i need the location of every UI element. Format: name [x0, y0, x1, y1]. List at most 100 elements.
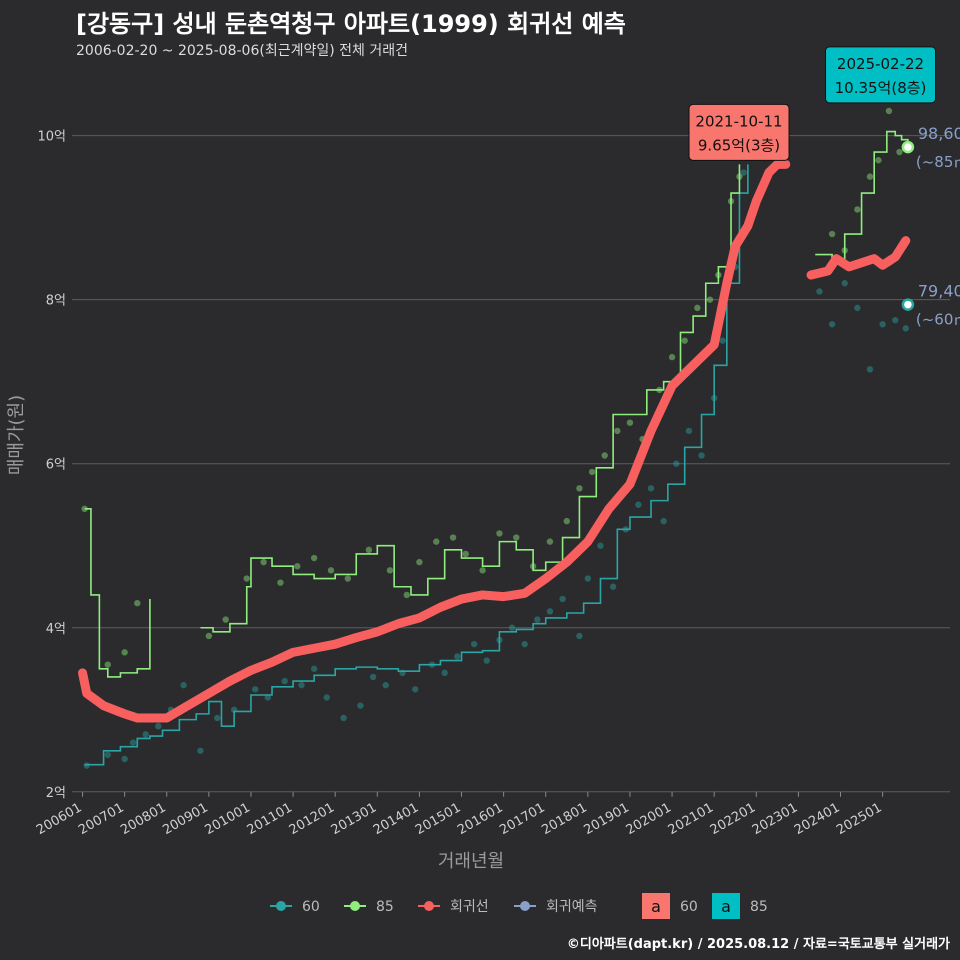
- scatter-point-85: [866, 173, 874, 180]
- scatter-point-85: [462, 550, 469, 558]
- x-tick-label: 200801: [118, 800, 168, 838]
- scatter-point-60: [902, 325, 909, 332]
- scatter-point-85: [875, 157, 882, 164]
- legend-label: 회귀예측: [546, 899, 598, 915]
- x-tick-label: 201701: [497, 800, 547, 838]
- scatter-point-60: [121, 755, 128, 763]
- scatter-point-60: [483, 657, 490, 664]
- scatter-point-85: [896, 148, 903, 156]
- scatter-point-85: [546, 538, 554, 545]
- scatter-point-60: [180, 681, 187, 689]
- end-area-label: (~60㎡): [916, 311, 960, 329]
- scatter-point-60: [142, 731, 149, 738]
- scatter-point-60: [264, 694, 272, 701]
- end-price-label: 98,600: [918, 124, 960, 143]
- chart-title: [강동구] 성내 둔촌역청구 아파트(1999) 회귀선 예측: [76, 10, 626, 38]
- x-tick-label: 202001: [624, 800, 674, 838]
- scatter-point-85: [694, 304, 701, 312]
- legend-swatch-dot: [350, 901, 360, 911]
- scatter-point-85: [243, 575, 250, 582]
- x-tick-label: 200901: [160, 800, 210, 838]
- x-tick-label: 201601: [455, 800, 505, 838]
- scatter-point-85: [277, 579, 284, 586]
- scatter-point-85: [205, 632, 213, 640]
- series-line-60: [84, 164, 749, 766]
- scatter-point-85: [416, 558, 423, 566]
- x-tick-label: 200601: [34, 800, 84, 838]
- scatter-point-85: [222, 616, 229, 623]
- scatter-point-60: [521, 640, 528, 648]
- scatter-point-85: [134, 599, 141, 607]
- end-price-label: 79,400: [918, 282, 960, 301]
- chart-subtitle: 2006-02-20 ~ 2025-08-06(최근계약일) 전체 거래건: [76, 43, 408, 59]
- scatter-point-60: [197, 747, 204, 754]
- scatter-point-85: [449, 534, 457, 541]
- label-key-letter: a: [721, 897, 731, 916]
- scatter-point-85: [614, 427, 621, 435]
- scatter-point-60: [879, 321, 886, 328]
- y-axis-title: 매매가(원): [6, 395, 27, 475]
- legend-label: 60: [302, 899, 320, 915]
- scatter-point-85: [626, 419, 634, 426]
- scatter-point-60: [698, 452, 705, 459]
- scatter-point-60: [685, 427, 693, 435]
- label-key-swatch: [642, 893, 670, 919]
- x-tick-label: 201201: [287, 800, 337, 838]
- scatter-point-85: [479, 567, 486, 574]
- scatter-point-85: [327, 567, 335, 574]
- x-tick-label: 202301: [750, 800, 800, 838]
- scatter-point-60: [673, 460, 680, 467]
- scatter-point-60: [357, 702, 364, 709]
- scatter-point-60: [214, 714, 221, 722]
- legend-label: 85: [376, 899, 394, 915]
- scatter-point-60: [816, 288, 823, 295]
- scatter-point-60: [576, 632, 583, 640]
- scatter-point-85: [104, 661, 111, 668]
- scatter-point-60: [841, 280, 848, 287]
- scatter-point-60: [340, 714, 347, 722]
- x-tick-label: 201801: [539, 800, 589, 838]
- annotation-value: 9.65억(3층): [698, 136, 780, 154]
- scatter-point-85: [365, 546, 373, 554]
- end-point-60: [901, 298, 915, 311]
- annotation-date: 2025-02-22: [837, 55, 924, 73]
- scatter-point-85: [344, 575, 352, 582]
- scatter-point-60: [411, 686, 419, 693]
- annotation-box: [688, 103, 790, 161]
- y-tick-label: 4억: [46, 622, 66, 637]
- x-tick-label: 201501: [413, 800, 463, 838]
- scatter-point-85: [121, 649, 128, 656]
- scatter-point-60: [892, 316, 899, 324]
- scatter-point-60: [323, 694, 330, 701]
- forecast-line: [806, 236, 911, 280]
- legend-swatch-dot: [424, 901, 434, 911]
- scatter-point-60: [155, 722, 162, 730]
- x-axis-title: 거래년월: [438, 851, 504, 872]
- annotation-date: 2021-10-11: [695, 112, 782, 130]
- scatter-point-60: [584, 575, 592, 582]
- scatter-point-85: [681, 337, 688, 344]
- scatter-point-85: [601, 452, 608, 459]
- annotation-box: [825, 46, 937, 104]
- scatter-point-85: [433, 538, 440, 545]
- scatter-point-85: [668, 353, 676, 361]
- scatter-point-60: [298, 681, 305, 689]
- scatter-point-60: [609, 583, 617, 590]
- scatter-point-85: [563, 517, 570, 525]
- x-tick-label: 201401: [371, 800, 421, 838]
- scatter-point-60: [251, 686, 259, 693]
- scatter-point-60: [382, 681, 389, 689]
- scatter-point-60: [534, 616, 541, 623]
- scatter-point-60: [647, 485, 655, 492]
- scatter-point-60: [866, 366, 874, 373]
- y-tick-label: 2억: [46, 786, 66, 801]
- scatter-point-60: [828, 321, 836, 328]
- legend-swatch-dot: [276, 901, 286, 911]
- x-tick-label: 202401: [792, 800, 842, 838]
- scatter-point-85: [885, 107, 893, 115]
- scatter-point-60: [508, 624, 516, 631]
- scatter-point-85: [260, 558, 267, 566]
- scatter-point-85: [588, 468, 596, 476]
- x-tick-label: 201101: [245, 800, 295, 838]
